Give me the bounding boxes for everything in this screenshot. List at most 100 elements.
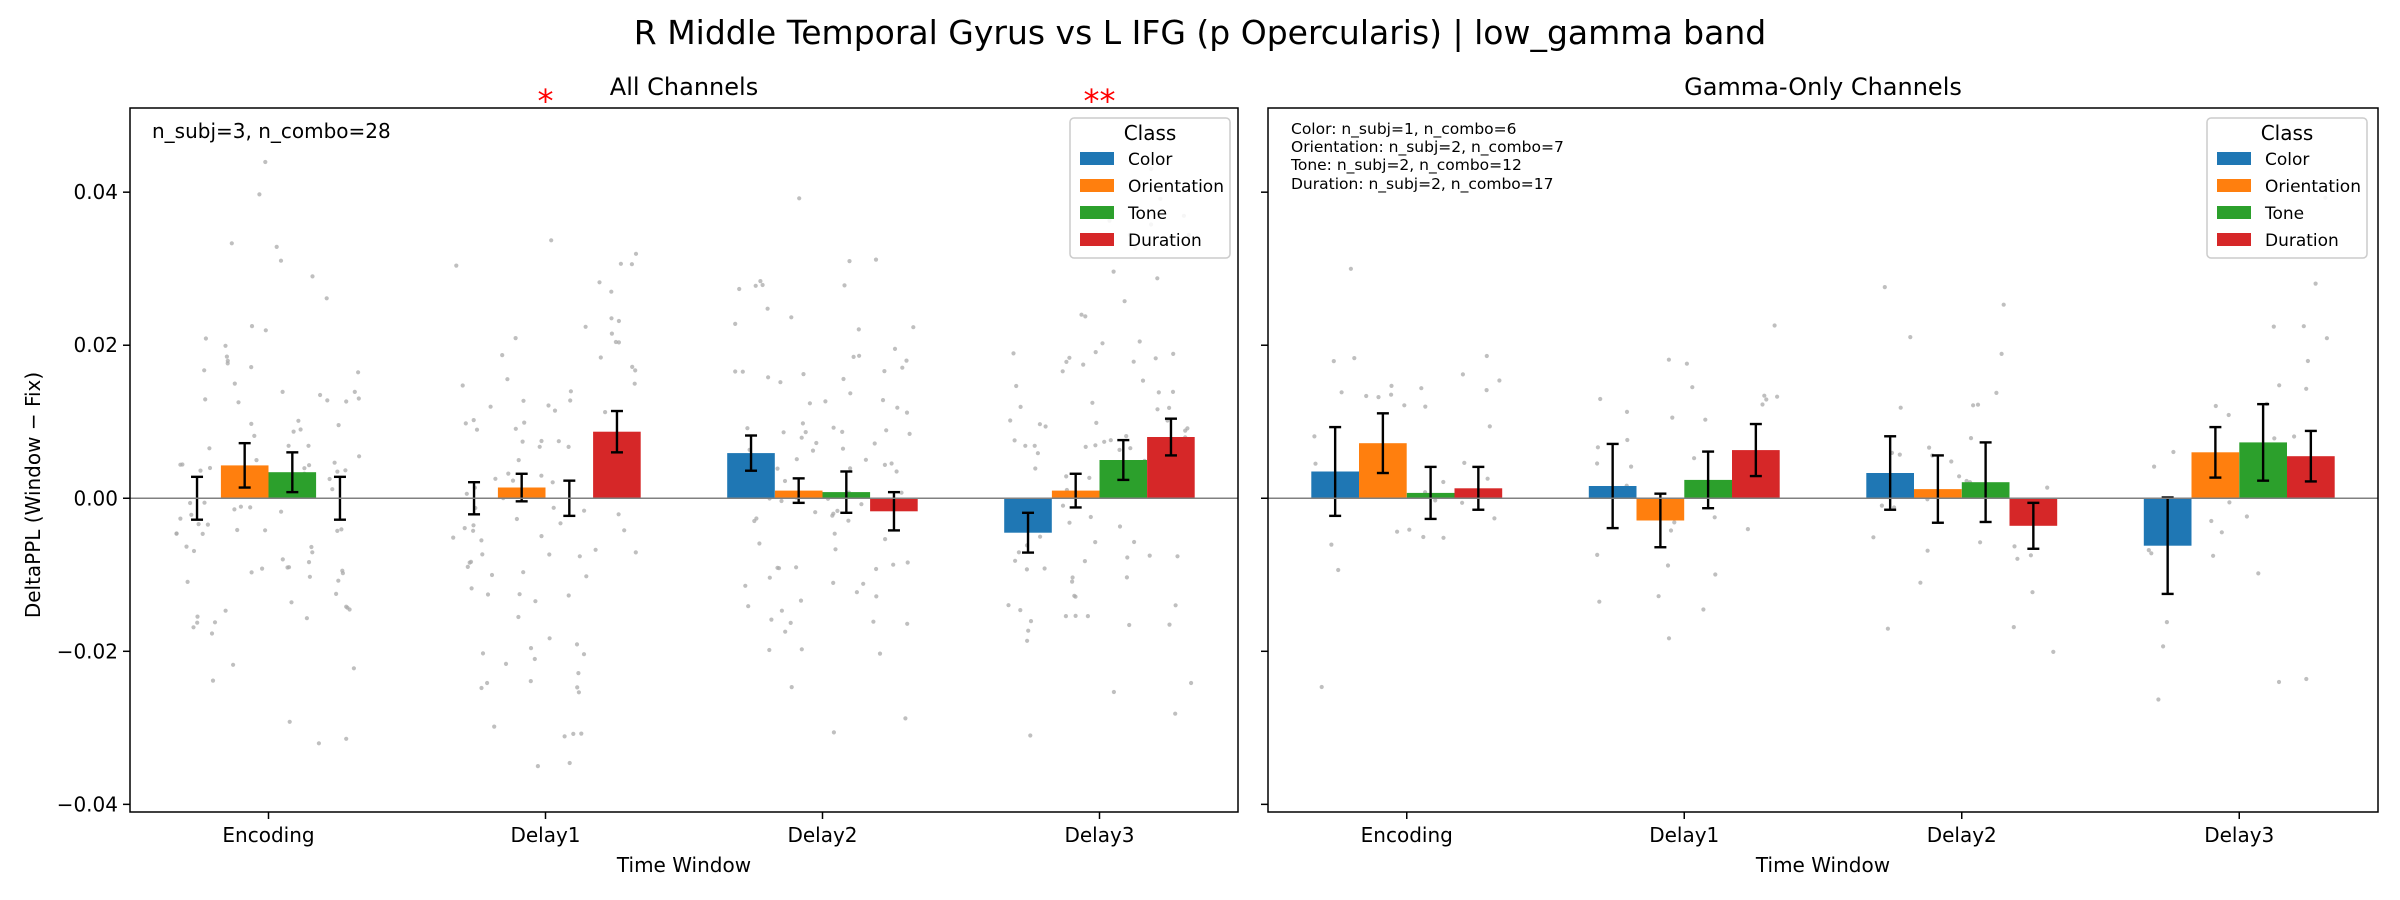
data-point [861,581,866,586]
legend: Class Color Orientation Tone Duration [1069,117,1231,259]
data-point [550,480,555,485]
data-point [889,461,894,466]
data-point [249,421,254,426]
data-point [191,548,197,554]
data-point [1167,405,1172,410]
data-point [1079,312,1084,317]
data-point [195,614,200,619]
data-point [1441,535,1446,540]
data-point [289,600,294,605]
data-point [745,426,750,431]
data-point [202,368,207,373]
data-point [556,439,561,444]
legend-label: Duration [1128,231,1202,251]
series-tone [268,438,1148,518]
panel-title: All Channels [610,73,758,101]
data-point [892,346,898,351]
data-point [547,636,552,641]
data-point [779,498,784,504]
data-point [1745,527,1750,532]
legend-swatch [1080,179,1114,192]
data-point [330,487,335,492]
plot-area: −0.04 −0.02 0.00 0.02 0.04 Encoding Delay1 Dela… [57,107,1239,847]
data-point [1183,428,1188,433]
data-point [779,608,785,613]
panel-gamma-only-channels: Gamma-Only Channels Time Window Encoding… [1261,73,2379,877]
data-point [521,570,526,575]
data-point [539,534,544,539]
data-point [568,398,573,403]
data-point [1171,351,1176,356]
data-point [1352,356,1357,361]
data-point [1170,389,1176,394]
data-point [1018,608,1023,613]
legend-swatch [2217,152,2251,165]
data-point [210,678,216,683]
data-point [1364,393,1369,399]
x-tick-label: Delay3 [1064,823,1134,847]
data-point [1672,520,1677,525]
data-point [357,454,362,459]
data-point [814,440,819,446]
data-point [803,430,808,435]
data-point [344,399,349,404]
series-tone [1406,402,2287,524]
data-point [492,724,497,729]
data-point [517,592,522,597]
data-point [603,410,608,415]
legend-title: Class [2261,121,2314,145]
data-point [1088,514,1093,520]
data-point [2045,485,2050,490]
data-point [880,398,886,403]
data-point [1073,594,1078,599]
annotation-line-orientation: Orientation: n_subj=2, n_combo=7 [1291,138,1564,157]
data-point [798,598,804,603]
data-point [1313,461,1318,466]
data-point [1597,599,1602,604]
data-point [609,289,614,294]
data-point [1083,314,1088,319]
legend-label: Duration [2265,231,2339,251]
data-point [212,620,218,625]
data-point [1028,733,1033,738]
data-point [549,238,554,243]
data-point [576,671,581,676]
data-point [506,471,511,476]
data-point [789,315,794,320]
data-point [521,398,526,403]
legend-title: Class [1124,121,1177,145]
data-point [2276,679,2282,685]
data-point [1127,622,1132,628]
data-point [306,443,311,448]
data-point [520,439,525,444]
data-point [1155,276,1160,281]
data-point [583,324,588,329]
data-point [235,527,240,533]
data-point [514,516,520,522]
data-point [904,410,910,415]
data-point [558,521,563,526]
data-point [799,647,804,652]
data-point [877,651,883,656]
data-point [1395,529,1400,534]
data-point [903,716,908,721]
data-point [471,418,476,423]
data-point [1122,299,1127,304]
data-point [1376,395,1381,400]
data-point [207,465,213,471]
data-point [872,441,877,446]
data-point [579,731,584,736]
data-point [249,324,255,329]
legend-entry-tone: Tone [1080,204,1167,224]
data-point [905,560,910,565]
data-point [769,617,774,622]
data-point [1949,459,1954,464]
data-point [900,365,905,370]
data-point [316,741,321,746]
data-point [336,423,341,428]
data-point [539,473,544,478]
data-point [191,625,196,630]
data-point [296,418,301,423]
data-point [2271,324,2276,329]
data-point [884,428,889,433]
